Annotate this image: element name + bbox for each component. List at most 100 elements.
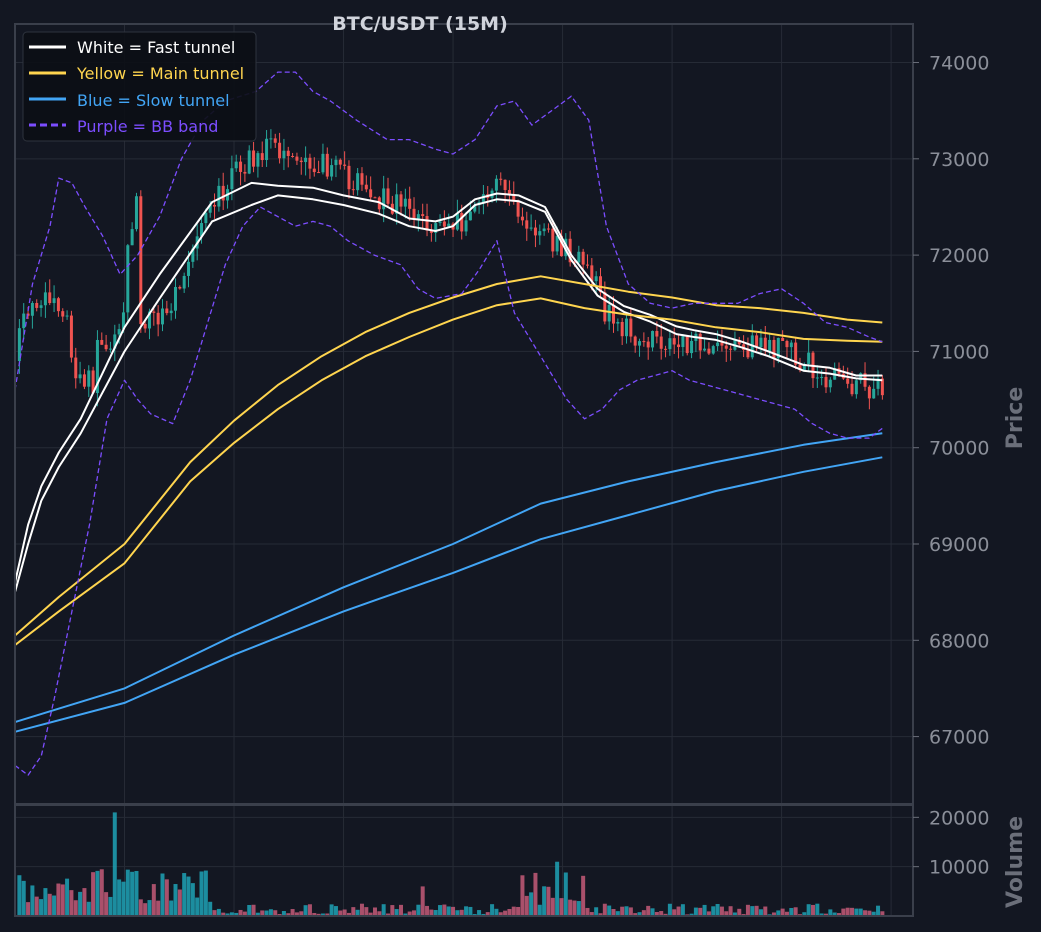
volume-bar — [134, 870, 139, 916]
candle-body — [438, 221, 442, 224]
price-tick-label: 70000 — [929, 438, 989, 460]
volume-bar — [663, 913, 668, 916]
volume-bar — [776, 910, 781, 916]
candle-body — [846, 378, 850, 384]
candle-body — [807, 352, 811, 364]
volume-bar — [667, 903, 672, 916]
series-line-fast-upper — [14, 181, 883, 583]
volume-bar — [190, 883, 195, 916]
volume-bar — [771, 912, 776, 916]
legend: White = Fast tunnel Yellow = Main tunnel… — [22, 31, 257, 142]
volume-bar — [815, 903, 820, 916]
candle-body — [633, 336, 637, 346]
volume-bar — [364, 907, 369, 916]
candle-body — [408, 198, 412, 209]
legend-label-slow: Blue = Slow tunnel — [77, 91, 230, 110]
candle-body — [494, 178, 498, 191]
candle-body — [772, 339, 776, 359]
candle-body — [182, 275, 186, 289]
volume-bar — [43, 888, 48, 916]
volume-bar — [65, 878, 70, 916]
volume-bar — [199, 871, 204, 916]
volume-bar — [329, 904, 334, 916]
candle-body — [334, 159, 338, 166]
candle-body — [655, 330, 659, 337]
candle-body — [17, 328, 21, 362]
volume-bar — [624, 906, 629, 916]
candle-body — [260, 153, 264, 161]
volume-bar — [147, 900, 152, 916]
candle-body — [429, 230, 433, 233]
candle-body — [434, 223, 438, 233]
candle-body — [720, 342, 724, 346]
volume-bar — [793, 907, 798, 916]
volume-bar — [73, 900, 78, 916]
candle-body — [612, 304, 616, 324]
volume-bar — [403, 913, 408, 916]
candle-body — [278, 142, 282, 159]
volume-bar — [208, 901, 213, 916]
candle-body — [859, 373, 863, 381]
volume-bar — [802, 912, 807, 916]
candle-body — [442, 221, 446, 227]
volume-bar — [69, 890, 74, 916]
series-line-fast-lower — [14, 194, 883, 593]
volume-bar — [412, 910, 417, 916]
candle-body — [568, 238, 572, 263]
volume-bar — [372, 907, 377, 916]
volume-bar — [498, 912, 503, 916]
candle-body — [468, 211, 472, 221]
volume-bar — [542, 886, 547, 916]
candle-body — [338, 159, 342, 165]
candle-body — [256, 153, 260, 167]
candle-body — [781, 337, 785, 342]
volume-bar — [429, 909, 434, 916]
candle-body — [304, 157, 308, 163]
candle-body — [755, 335, 759, 348]
candle-body — [165, 308, 169, 314]
volume-bar — [173, 884, 178, 916]
volume-bar — [581, 875, 586, 916]
volume-bar — [490, 904, 495, 916]
candle-body — [564, 238, 568, 257]
volume-bar — [273, 910, 278, 916]
candle-body — [672, 338, 676, 345]
candle-body — [559, 235, 563, 257]
volume-bar — [433, 910, 438, 916]
volume-bar — [806, 904, 811, 916]
candle-body — [347, 165, 351, 190]
candle-body — [117, 329, 121, 335]
volume-bar — [832, 912, 837, 916]
candle-body — [789, 342, 793, 348]
candle-body — [763, 337, 767, 352]
candle-body — [382, 188, 386, 210]
volume-bar — [784, 911, 789, 916]
candle-body — [880, 378, 884, 396]
volume-bar — [377, 911, 382, 916]
volume-bar — [633, 913, 638, 916]
volume-bar — [611, 909, 616, 916]
candle-body — [208, 204, 212, 213]
volume-bar — [503, 910, 508, 916]
price-tick-label: 73000 — [929, 149, 989, 171]
volume-bar — [47, 893, 52, 916]
volume-bar — [342, 909, 347, 916]
candle-body — [299, 160, 303, 163]
candle-body — [134, 196, 138, 230]
volume-bar — [810, 904, 815, 916]
volume-bar — [789, 908, 794, 916]
volume-bar — [555, 861, 560, 916]
volume-bar — [477, 910, 482, 916]
volume-bar — [121, 881, 126, 916]
candle-body — [464, 220, 468, 232]
price-axis-ticks: 67000 68000 69000 70000 71000 72000 73000 74000 — [913, 53, 989, 749]
volume-bar — [325, 913, 330, 916]
candle-body — [681, 336, 685, 348]
candle-body — [499, 178, 503, 180]
volume-bar — [164, 879, 169, 916]
price-axis-label: Price — [1003, 387, 1028, 449]
volume-bar — [546, 886, 551, 916]
volume-bar — [676, 906, 681, 916]
volume-bar — [819, 913, 824, 916]
